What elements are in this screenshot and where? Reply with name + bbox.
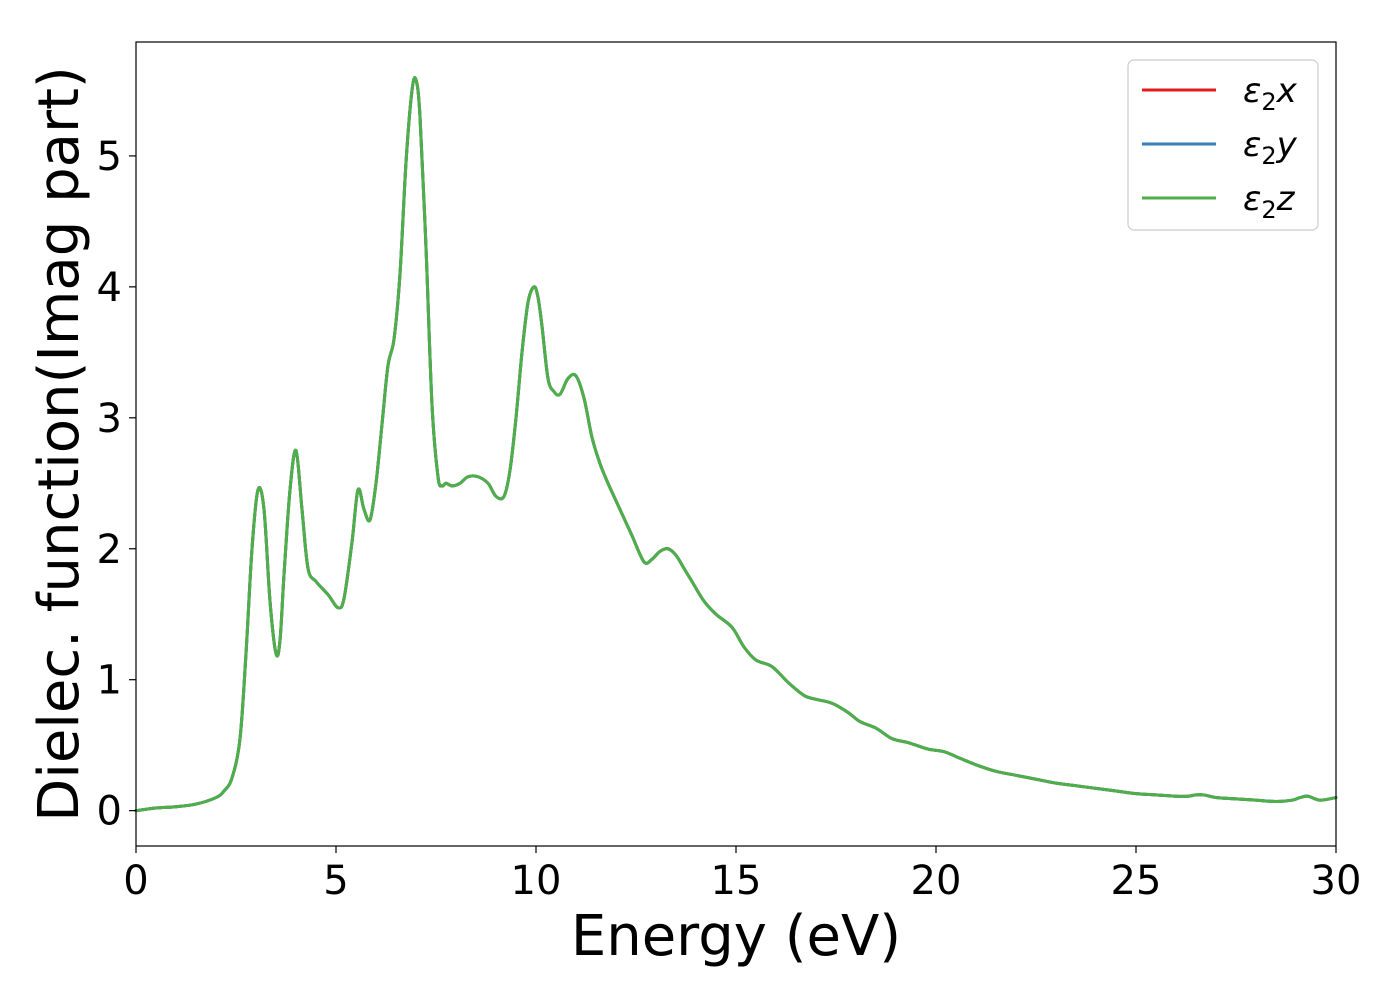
y-axis: 0 1 2 3 4 5 bbox=[97, 134, 136, 835]
legend-frame bbox=[1127, 59, 1319, 231]
y-tick-label: 5 bbox=[97, 134, 122, 180]
y-tick-label: 2 bbox=[97, 527, 122, 573]
x-tick-label: 5 bbox=[323, 858, 348, 904]
legend-symbol: ε bbox=[1243, 125, 1261, 165]
legend-symbol: ε bbox=[1243, 71, 1261, 111]
legend-label-x: ε2x bbox=[1243, 71, 1298, 116]
y-tick-label: 4 bbox=[97, 265, 122, 311]
legend-component: y bbox=[1276, 125, 1298, 165]
x-axis-label: Energy (eV) bbox=[571, 904, 901, 969]
legend-subscript: 2 bbox=[1261, 196, 1276, 224]
y-axis-label: Dielec. function(Imag part) bbox=[27, 66, 92, 822]
x-axis: 0 5 10 15 20 25 30 bbox=[123, 846, 1361, 904]
legend-label-z: ε2z bbox=[1243, 179, 1296, 224]
y-tick-label: 3 bbox=[97, 396, 122, 442]
x-tick-label: 20 bbox=[911, 858, 962, 904]
series-line-z bbox=[134, 76, 1338, 813]
x-tick-label: 10 bbox=[511, 858, 562, 904]
legend-symbol: ε bbox=[1243, 179, 1261, 219]
y-tick-label: 0 bbox=[97, 789, 122, 835]
x-tick-label: 15 bbox=[711, 858, 762, 904]
x-tick-label: 25 bbox=[1111, 858, 1162, 904]
legend-component: x bbox=[1276, 71, 1298, 111]
x-tick-label: 30 bbox=[1311, 858, 1362, 904]
y-tick-label: 1 bbox=[97, 658, 122, 704]
legend-subscript: 2 bbox=[1261, 142, 1276, 170]
legend-subscript: 2 bbox=[1261, 88, 1276, 116]
legend-label-y: ε2y bbox=[1243, 125, 1298, 170]
legend-component: z bbox=[1276, 179, 1296, 219]
series-layer bbox=[134, 76, 1338, 813]
x-tick-label: 0 bbox=[123, 858, 148, 904]
